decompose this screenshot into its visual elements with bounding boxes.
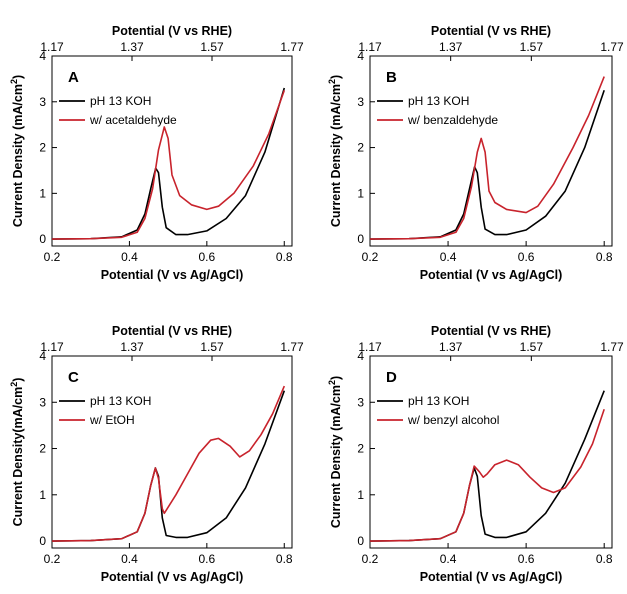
series-line-koh [51,87,286,240]
legend-label: pH 13 KOH [90,94,151,108]
x-tick-label: 0.2 [44,552,61,566]
y-tick-label: 0 [357,534,364,548]
y-tick-label: 2 [39,442,46,456]
y-tick-label: 4 [39,49,46,63]
x-tick-label: 0.6 [518,552,535,566]
top-tick-label: 1.77 [600,40,624,54]
panel-label: D [386,369,397,386]
x-axis-label: Potential (V vs Ag/AgCl) [420,268,563,282]
y-tick-label: 2 [39,141,46,155]
x-tick-label: 0.8 [596,552,613,566]
top-tick-label: 1.37 [439,340,463,354]
panel-c: 0.2 0.4 0.6 0.8 0 1 2 3 41.17 1.37 1.57 1.77 Potenti… [9,324,304,584]
series-line-koh [51,390,286,542]
y-tick-label: 3 [39,95,46,109]
top-axis-title: Potential (V vs RHE) [112,24,232,38]
x-tick-label: 0.6 [518,250,535,264]
y-tick-label: 2 [357,141,364,155]
legend-label: pH 13 KOH [408,94,469,108]
y-tick-label: 3 [39,395,46,409]
x-tick-label: 0.6 [198,552,215,566]
panel-label: A [68,69,79,86]
y-tick-label: 4 [357,49,364,63]
y-axis-label: Current Density (mA/cm2) [9,75,25,227]
series-line-organic [51,385,286,542]
top-tick-label: 1.77 [600,340,624,354]
top-axis-title: Potential (V vs RHE) [431,24,551,38]
top-tick-label: 1.37 [120,40,144,54]
y-axis-label: Current Density (mA/cm2) [327,75,343,227]
top-tick-label: 1.37 [120,340,144,354]
top-tick-label: 1.57 [520,340,544,354]
plot-frame [51,355,293,549]
legend-label: w/ benzyl alcohol [407,413,499,427]
x-axis-label: Potential (V vs Ag/AgCl) [420,570,563,584]
top-axis-title: Potential (V vs RHE) [431,324,551,338]
x-tick-label: 0.8 [276,552,293,566]
top-axis-title: Potential (V vs RHE) [112,324,232,338]
top-tick-label: 1.17 [358,40,382,54]
x-tick-label: 0.4 [440,552,457,566]
y-tick-label: 0 [39,534,46,548]
top-tick-label: 1.57 [520,40,544,54]
x-axis-label: Potential (V vs Ag/AgCl) [101,268,244,282]
y-tick-label: 1 [357,186,364,200]
x-tick-label: 0.4 [121,552,138,566]
y-tick-label: 0 [357,232,364,246]
legend-label: pH 13 KOH [408,394,469,408]
plot-frame [369,355,613,549]
x-axis-label: Potential (V vs Ag/AgCl) [101,570,244,584]
x-tick-label: 0.8 [596,250,613,264]
x-tick-label: 0.4 [121,250,138,264]
top-tick-label: 1.17 [40,40,64,54]
top-tick-label: 1.17 [40,340,64,354]
x-tick-label: 0.2 [362,552,379,566]
y-tick-label: 4 [39,349,46,363]
legend-label: pH 13 KOH [90,394,151,408]
top-tick-label: 1.37 [439,40,463,54]
legend-label: w/ acetaldehyde [89,113,177,127]
panel-b: 0.2 0.4 0.6 0.8 0 1 2 3 41.17 1.37 1.57 1.77 Potenti… [327,24,624,282]
series-line-organic [369,408,605,542]
series-line-organic [51,90,286,240]
y-tick-label: 1 [39,488,46,502]
y-tick-label: 0 [39,232,46,246]
panel-a: 0.2 0.4 0.6 0.8 0 1 2 3 41.17 1.37 1.57 1.77 Potenti… [9,24,304,282]
x-tick-label: 0.8 [276,250,293,264]
panel-d: 0.2 0.4 0.6 0.8 0 1 2 3 41.17 1.37 1.57 1.77 Potenti… [327,324,624,584]
top-tick-label: 1.17 [358,340,382,354]
plot-frame [369,55,613,247]
panel-label: B [386,69,397,86]
y-axis-label: Current Density (mA/cm2) [327,376,343,528]
x-tick-label: 0.4 [440,250,457,264]
y-tick-label: 4 [357,349,364,363]
y-axis-label: Current Density(mA/cm2) [9,378,25,527]
y-tick-label: 1 [357,488,364,502]
y-tick-label: 3 [357,395,364,409]
y-tick-label: 2 [357,442,364,456]
legend-label: w/ benzaldehyde [407,113,498,127]
y-tick-label: 3 [357,95,364,109]
x-tick-label: 0.2 [362,250,379,264]
series-line-organic [369,76,605,240]
legend-label: w/ EtOH [89,413,135,427]
x-tick-label: 0.6 [198,250,215,264]
panel-label: C [68,369,79,386]
top-tick-label: 1.57 [200,340,224,354]
series-line-koh [369,90,605,240]
x-tick-label: 0.2 [44,250,61,264]
top-tick-label: 1.77 [280,40,304,54]
top-tick-label: 1.57 [200,40,224,54]
y-tick-label: 1 [39,186,46,200]
top-tick-label: 1.77 [280,340,304,354]
plot-frame [51,55,293,247]
